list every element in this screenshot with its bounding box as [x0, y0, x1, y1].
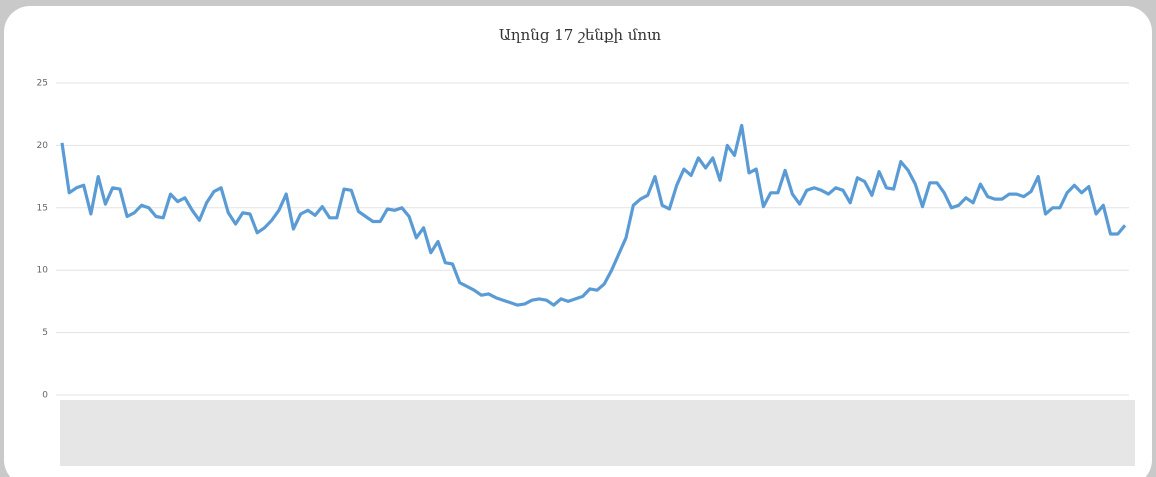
y-tick-label: 5: [42, 328, 48, 338]
card: [4, 6, 1152, 477]
y-tick-label: 25: [37, 79, 48, 89]
x-label-band: [60, 400, 1135, 466]
chart-title: Աղոնց 17 շենքի մոտ: [499, 26, 661, 44]
data-line: [60, 123, 1127, 307]
y-tick-label: 0: [42, 391, 48, 401]
y-tick-label: 10: [37, 266, 49, 276]
y-tick-label: 15: [37, 203, 48, 213]
y-tick-label: 20: [37, 141, 49, 151]
